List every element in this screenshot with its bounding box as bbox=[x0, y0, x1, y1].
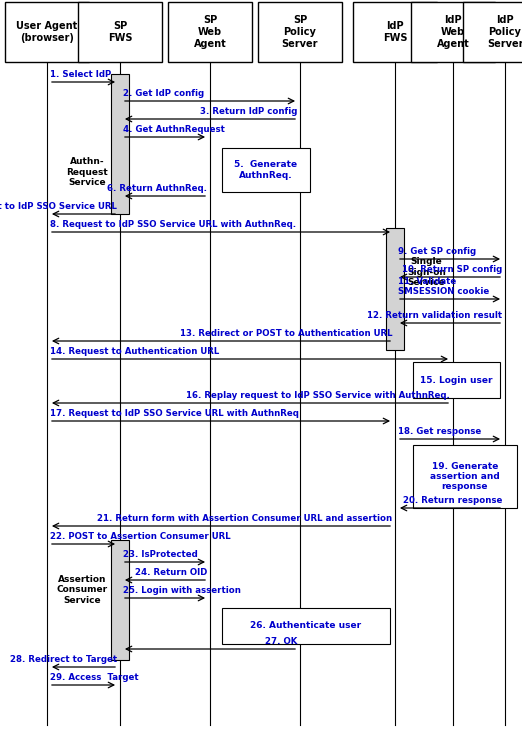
Text: 19. Generate
assertion and
response: 19. Generate assertion and response bbox=[430, 461, 500, 492]
Bar bbox=[168, 2, 252, 62]
Text: IdP
FWS: IdP FWS bbox=[383, 21, 407, 43]
Text: 22. POST to Assertion Consumer URL: 22. POST to Assertion Consumer URL bbox=[50, 532, 231, 541]
Text: 27. OK: 27. OK bbox=[265, 637, 297, 646]
Bar bbox=[411, 2, 495, 62]
Text: 9. Get SP config: 9. Get SP config bbox=[398, 247, 476, 256]
Text: 23. IsProtected: 23. IsProtected bbox=[123, 550, 198, 559]
Bar bbox=[111, 540, 129, 660]
Bar bbox=[5, 2, 89, 62]
Text: 8. Request to IdP SSO Service URL with AuthnReq.: 8. Request to IdP SSO Service URL with A… bbox=[50, 220, 296, 229]
Bar bbox=[111, 74, 129, 214]
Bar bbox=[222, 148, 310, 192]
Bar bbox=[413, 362, 500, 398]
Text: 11. Validate
SMSESSION cookie: 11. Validate SMSESSION cookie bbox=[398, 276, 489, 296]
Bar bbox=[222, 608, 390, 644]
Bar bbox=[353, 2, 437, 62]
Text: 5.  Generate
AuthnReq.: 5. Generate AuthnReq. bbox=[234, 161, 298, 180]
Text: 25. Login with assertion: 25. Login with assertion bbox=[123, 586, 241, 595]
Text: 2. Get IdP config: 2. Get IdP config bbox=[123, 89, 204, 98]
Text: 3. Return IdP config: 3. Return IdP config bbox=[199, 107, 297, 116]
Text: 15. Login user: 15. Login user bbox=[420, 375, 493, 385]
Text: 14. Request to Authentication URL: 14. Request to Authentication URL bbox=[50, 347, 219, 356]
Text: 17. Request to IdP SSO Service URL with AuthnReq: 17. Request to IdP SSO Service URL with … bbox=[50, 409, 299, 418]
Text: SP
Policy
Server: SP Policy Server bbox=[282, 15, 318, 49]
Text: 10. Return SP config: 10. Return SP config bbox=[402, 265, 502, 274]
Text: User Agent
(browser): User Agent (browser) bbox=[16, 21, 78, 43]
Text: Single
Sign-on
Service: Single Sign-on Service bbox=[407, 257, 446, 287]
Text: 24. Return OID: 24. Return OID bbox=[135, 568, 207, 577]
Text: 28. Redirect to Target: 28. Redirect to Target bbox=[10, 655, 117, 664]
Text: 13. Redirect or POST to Authentication URL: 13. Redirect or POST to Authentication U… bbox=[180, 329, 392, 338]
Text: 1. Select IdP: 1. Select IdP bbox=[50, 70, 111, 79]
Text: 6. Return AuthnReq.: 6. Return AuthnReq. bbox=[107, 184, 207, 193]
Text: Authn-
Request
Service: Authn- Request Service bbox=[66, 157, 108, 187]
Text: 12. Return validation result: 12. Return validation result bbox=[367, 311, 502, 320]
Text: 7. Redirect to IdP SSO Service URL: 7. Redirect to IdP SSO Service URL bbox=[0, 202, 117, 211]
Text: 29. Access  Target: 29. Access Target bbox=[50, 673, 139, 682]
Text: 20. Return response: 20. Return response bbox=[402, 496, 502, 505]
Text: 26. Authenticate user: 26. Authenticate user bbox=[251, 621, 362, 630]
Text: IdP
Policy
Server: IdP Policy Server bbox=[487, 15, 522, 49]
Text: Assertion
Consumer
Service: Assertion Consumer Service bbox=[57, 575, 108, 605]
Text: SP
Web
Agent: SP Web Agent bbox=[194, 15, 227, 49]
Text: 21. Return form with Assertion Consumer URL and assertion: 21. Return form with Assertion Consumer … bbox=[97, 514, 392, 523]
Text: 18. Get response: 18. Get response bbox=[398, 427, 481, 436]
Text: IdP
Web
Agent: IdP Web Agent bbox=[436, 15, 469, 49]
Text: 4. Get AuthnRequest: 4. Get AuthnRequest bbox=[123, 125, 225, 134]
Text: 16. Replay request to IdP SSO Service with AuthnReq.: 16. Replay request to IdP SSO Service wi… bbox=[186, 391, 450, 400]
Bar bbox=[463, 2, 522, 62]
Bar bbox=[386, 228, 404, 350]
Text: SP
FWS: SP FWS bbox=[108, 21, 132, 43]
Bar bbox=[413, 445, 517, 508]
Bar bbox=[78, 2, 162, 62]
Bar bbox=[258, 2, 342, 62]
